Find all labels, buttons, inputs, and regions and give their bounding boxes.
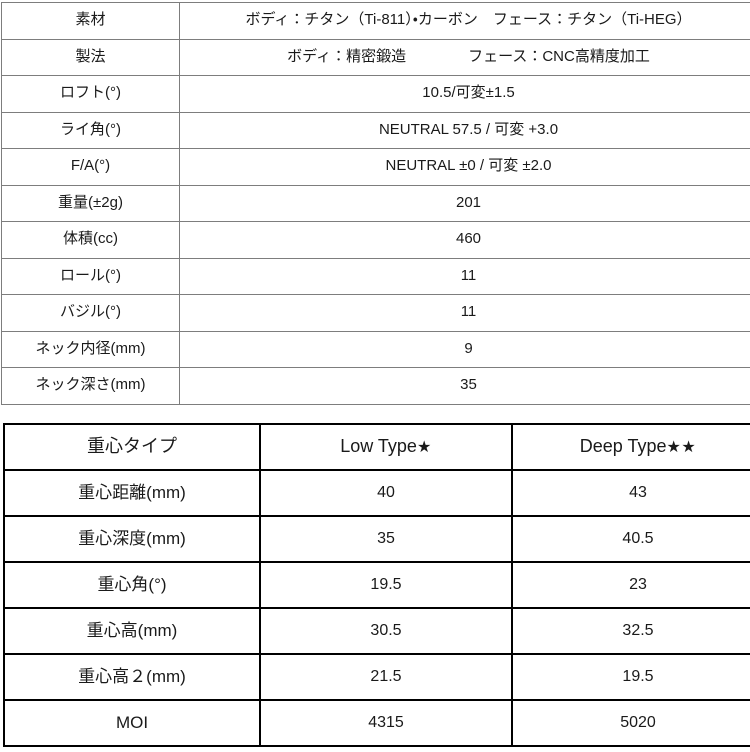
cog-header-low-type: Low Type★: [260, 424, 512, 470]
cog-low-cg-distance: 40: [260, 470, 512, 516]
spec-value-neck-inner-diameter: 9: [180, 331, 750, 368]
spec-label-loft: ロフト(°): [2, 76, 180, 113]
star-icon: ★★: [667, 439, 697, 456]
cog-low-cg-angle: 19.5: [260, 562, 512, 608]
cog-label-moi: MOI: [4, 700, 260, 746]
spec-value-loft: 10.5/可変±1.5: [180, 76, 750, 113]
spec-value-material: ボディ：チタン（Ti-811）・カーボン フェース：チタン（Ti-HEG）: [180, 3, 750, 40]
table-row: ライ角(°) NEUTRAL 57.5 / 可変 +3.0: [2, 112, 750, 149]
spec-label-neck-depth: ネック深さ(mm): [2, 368, 180, 405]
spec-label-construction: 製法: [2, 39, 180, 76]
cog-low-cg-height: 30.5: [260, 608, 512, 654]
star-icon: ★: [417, 439, 432, 456]
spec-label-lie-angle: ライ角(°): [2, 112, 180, 149]
table-header-row: 重心タイプ Low Type★ Deep Type★★: [4, 424, 750, 470]
cog-header-type: 重心タイプ: [4, 424, 260, 470]
center-of-gravity-table: 重心タイプ Low Type★ Deep Type★★ 重心距離(mm) 40 …: [3, 423, 750, 747]
spec-label-roll: ロール(°): [2, 258, 180, 295]
spec-value-bulge: 11: [180, 295, 750, 332]
table-row: 素材 ボディ：チタン（Ti-811）・カーボン フェース：チタン（Ti-HEG）: [2, 3, 750, 40]
table-row: ロフト(°) 10.5/可変±1.5: [2, 76, 750, 113]
table-row: ロール(°) 11: [2, 258, 750, 295]
cog-deep-cg-angle: 23: [512, 562, 750, 608]
cog-deep-moi: 5020: [512, 700, 750, 746]
table-row: バジル(°) 11: [2, 295, 750, 332]
spec-label-weight: 重量(±2g): [2, 185, 180, 222]
spec-label-neck-inner-diameter: ネック内径(mm): [2, 331, 180, 368]
cog-deep-cg-height-2: 19.5: [512, 654, 750, 700]
table-row: 重心角(°) 19.5 23: [4, 562, 750, 608]
spec-value-construction: ボディ：精密鍛造 フェース：CNC高精度加工: [180, 39, 750, 76]
spec-value-construction-face: フェース：CNC高精度加工: [468, 48, 650, 67]
table-row: 重心高２(mm) 21.5 19.5: [4, 654, 750, 700]
table-row: 製法 ボディ：精密鍛造 フェース：CNC高精度加工: [2, 39, 750, 76]
cog-label-cg-angle: 重心角(°): [4, 562, 260, 608]
table-row: 重心高(mm) 30.5 32.5: [4, 608, 750, 654]
cog-label-cg-distance: 重心距離(mm): [4, 470, 260, 516]
cog-deep-cg-height: 32.5: [512, 608, 750, 654]
cog-low-cg-height-2: 21.5: [260, 654, 512, 700]
spec-value-construction-body: ボディ：精密鍛造: [287, 48, 468, 67]
spec-value-lie-angle: NEUTRAL 57.5 / 可変 +3.0: [180, 112, 750, 149]
spec-value-face-angle: NEUTRAL ±0 / 可変 ±2.0: [180, 149, 750, 186]
spec-value-neck-depth: 35: [180, 368, 750, 405]
cog-label-cg-height: 重心高(mm): [4, 608, 260, 654]
cog-header-low-type-text: Low Type: [340, 436, 417, 456]
spec-label-material: 素材: [2, 3, 180, 40]
table-separator-gap: [0, 405, 750, 423]
cog-low-moi: 4315: [260, 700, 512, 746]
spec-value-weight: 201: [180, 185, 750, 222]
cog-header-deep-type: Deep Type★★: [512, 424, 750, 470]
table-row: F/A(°) NEUTRAL ±0 / 可変 ±2.0: [2, 149, 750, 186]
specification-table: 素材 ボディ：チタン（Ti-811）・カーボン フェース：チタン（Ti-HEG）…: [1, 2, 750, 405]
table-row: 重心距離(mm) 40 43: [4, 470, 750, 516]
spec-label-volume: 体積(cc): [2, 222, 180, 259]
table-row: MOI 4315 5020: [4, 700, 750, 746]
cog-label-cg-depth: 重心深度(mm): [4, 516, 260, 562]
table-row: ネック内径(mm) 9: [2, 331, 750, 368]
spec-value-volume: 460: [180, 222, 750, 259]
table-row: ネック深さ(mm) 35: [2, 368, 750, 405]
table-row: 重心深度(mm) 35 40.5: [4, 516, 750, 562]
table-row: 重量(±2g) 201: [2, 185, 750, 222]
spec-label-face-angle: F/A(°): [2, 149, 180, 186]
cog-label-cg-height-2: 重心高２(mm): [4, 654, 260, 700]
spec-label-bulge: バジル(°): [2, 295, 180, 332]
cog-header-deep-type-text: Deep Type: [580, 436, 667, 456]
cog-deep-cg-depth: 40.5: [512, 516, 750, 562]
table-row: 体積(cc) 460: [2, 222, 750, 259]
spec-value-roll: 11: [180, 258, 750, 295]
cog-deep-cg-distance: 43: [512, 470, 750, 516]
cog-low-cg-depth: 35: [260, 516, 512, 562]
